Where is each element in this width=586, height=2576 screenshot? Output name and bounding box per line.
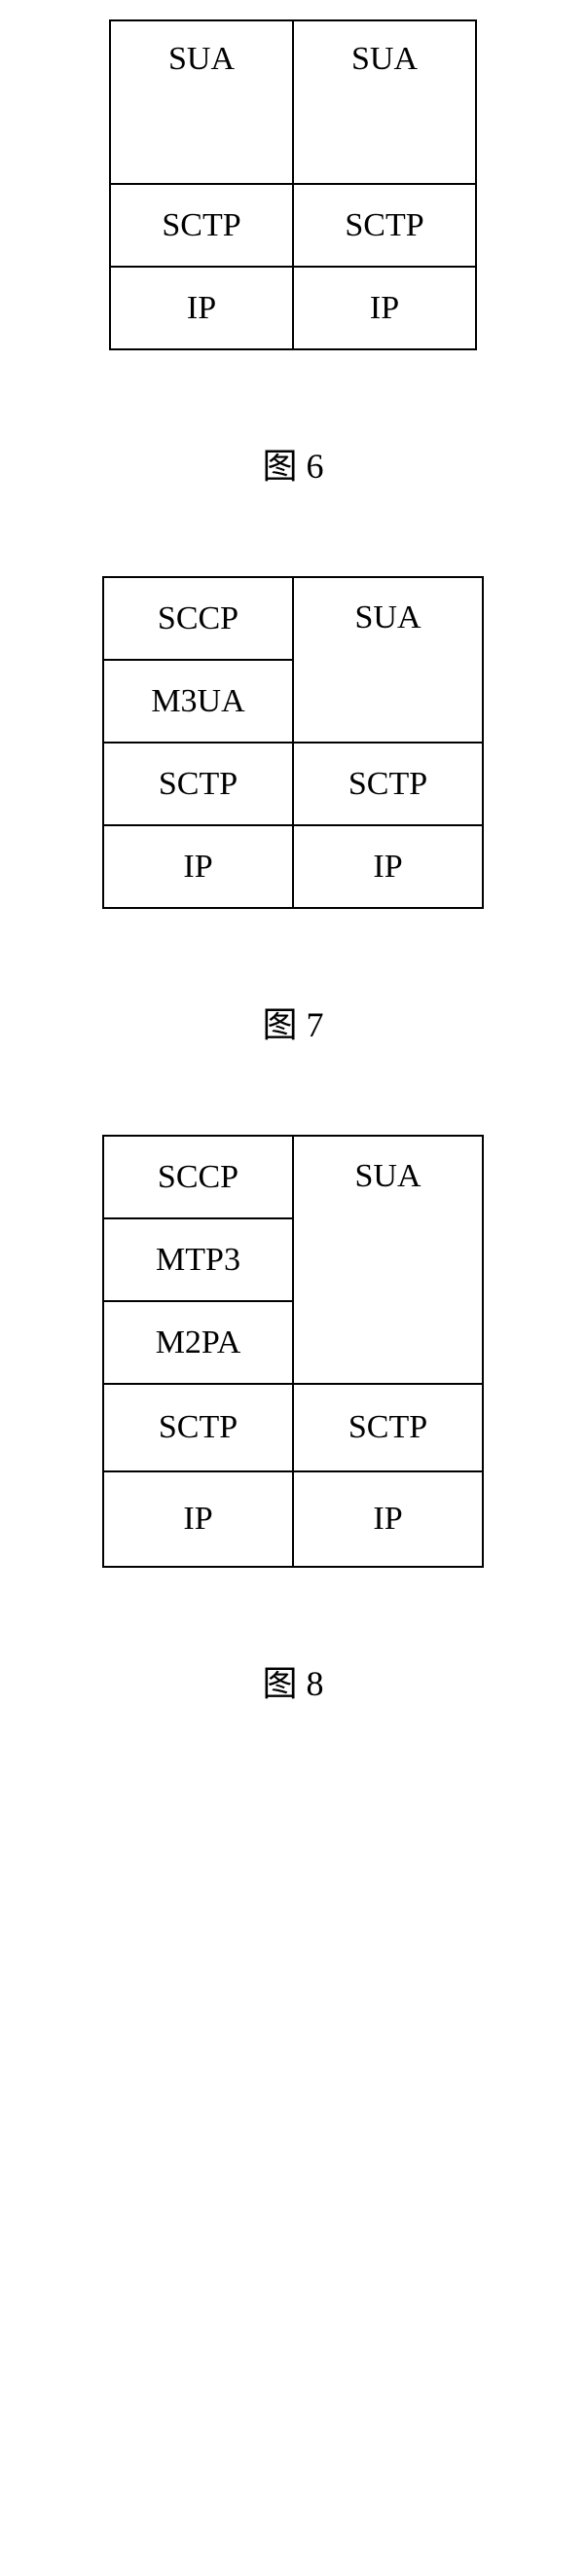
stack-cell: IP [293, 267, 476, 349]
stack-cell: SCTP [110, 184, 293, 267]
figure-8-container: SCCP SUA MTP3 M2PA SCTP SCTP IP IP 图 8 [0, 1135, 586, 1706]
stack-cell: SUA [293, 577, 483, 743]
stack-cell: M3UA [103, 660, 293, 743]
stack-cell: SCTP [293, 1384, 483, 1471]
table-row: SCCP SUA [103, 1136, 483, 1218]
stack-cell: SUA [293, 1136, 483, 1384]
stack-cell: IP [293, 825, 483, 908]
stack-cell: IP [103, 825, 293, 908]
stack-cell: IP [293, 1471, 483, 1567]
figure-7-container: SCCP SUA M3UA SCTP SCTP IP IP 图 7 [0, 576, 586, 1047]
table-row: SCCP SUA [103, 577, 483, 660]
table-row: SCTP SCTP [103, 743, 483, 825]
table-row: IP IP [110, 267, 476, 349]
figure-6-table: SUA SUA SCTP SCTP IP IP [109, 19, 477, 350]
table-row: IP IP [103, 1471, 483, 1567]
table-row: SCTP SCTP [110, 184, 476, 267]
figure-8-caption: 图 8 [262, 1655, 323, 1706]
stack-cell: SCCP [103, 577, 293, 660]
stack-cell: IP [103, 1471, 293, 1567]
figure-6-container: SUA SUA SCTP SCTP IP IP 图 6 [0, 19, 586, 489]
stack-cell: SCTP [293, 743, 483, 825]
stack-cell: M2PA [103, 1301, 293, 1384]
table-row: SUA SUA [110, 20, 476, 184]
stack-cell: SCTP [103, 1384, 293, 1471]
figure-8-table: SCCP SUA MTP3 M2PA SCTP SCTP IP IP [102, 1135, 484, 1568]
stack-cell: SCTP [293, 184, 476, 267]
stack-cell: SUA [110, 20, 293, 184]
stack-cell: SCTP [103, 743, 293, 825]
figure-7-caption: 图 7 [262, 997, 323, 1047]
stack-cell: IP [110, 267, 293, 349]
table-row: SCTP SCTP [103, 1384, 483, 1471]
figure-7-table: SCCP SUA M3UA SCTP SCTP IP IP [102, 576, 484, 909]
stack-cell: SUA [293, 20, 476, 184]
table-row: IP IP [103, 825, 483, 908]
stack-cell: MTP3 [103, 1218, 293, 1301]
figure-6-caption: 图 6 [262, 438, 323, 489]
stack-cell: SCCP [103, 1136, 293, 1218]
